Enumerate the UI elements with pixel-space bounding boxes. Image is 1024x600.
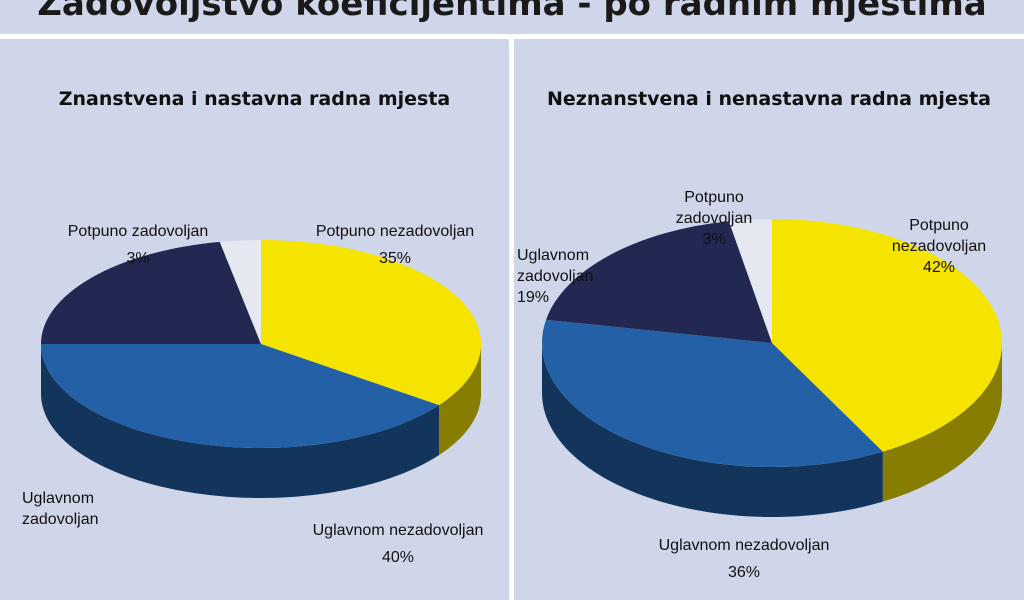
pie-slice-uglavnom_zadovoljan-right xyxy=(546,221,772,343)
label-uglavnom-zadovoljan-left: Uglavnom zadovoljan xyxy=(22,490,99,528)
pie-slice-potpuno_nezadovoljan-left xyxy=(261,240,481,406)
vertical-divider xyxy=(509,38,514,600)
pie-side-potpuno_nezadovoljan-left xyxy=(438,344,481,456)
label-uglavnom-nezadovoljan-right: Uglavnom nezadovoljan 36% xyxy=(658,537,830,581)
chart-panel-left: Znanstvena i nastavna radna mjesta Potpu… xyxy=(0,39,509,600)
pie-chart-left xyxy=(41,240,481,498)
label-potpuno-nezadovoljan-right: Potpuno nezadovoljan 42% xyxy=(891,217,987,276)
label-uglavnom-nezadovoljan-left: Uglavnom nezadovoljan 40% xyxy=(312,522,484,566)
pie-slice-potpuno_zadovoljan-right xyxy=(728,219,772,343)
label-potpuno-zadovoljan-right: Potpuno zadovoljan 3% xyxy=(675,189,753,248)
pie-slice-potpuno_zadovoljan-left xyxy=(219,240,261,344)
page-title: Zadovoljstvo koeficijentima - po radnim … xyxy=(37,0,987,24)
pie-chart-right xyxy=(542,219,1002,517)
chart-title-left: Znanstvena i nastavna radna mjesta xyxy=(58,88,451,110)
pie-slice-potpuno_nezadovoljan-right xyxy=(772,219,1002,452)
pie-slice-uglavnom_nezadovoljan-left xyxy=(41,344,439,448)
chart-panel-right: Neznanstvena i nenastavna radna mjesta P… xyxy=(514,39,1024,600)
pie-slice-uglavnom_nezadovoljan-right xyxy=(542,319,883,467)
pie-side-uglavnom_nezadovoljan-right xyxy=(542,343,883,517)
horizontal-divider xyxy=(0,34,1024,39)
pie-side-uglavnom_nezadovoljan-left xyxy=(41,344,439,498)
label-potpuno-nezadovoljan-left: Potpuno nezadovoljan 35% xyxy=(315,223,475,267)
pie-side-potpuno_nezadovoljan-right xyxy=(882,343,1002,502)
chart-title-right: Neznanstvena i nenastavna radna mjesta xyxy=(547,88,991,110)
label-uglavnom-zadovoljan-right: Uglavnom zadovoljan 19% xyxy=(517,247,594,306)
pie-slice-uglavnom_zadovoljan-left xyxy=(41,241,261,344)
label-potpuno-zadovoljan-left: Potpuno zadovoljan 3% xyxy=(67,223,209,267)
